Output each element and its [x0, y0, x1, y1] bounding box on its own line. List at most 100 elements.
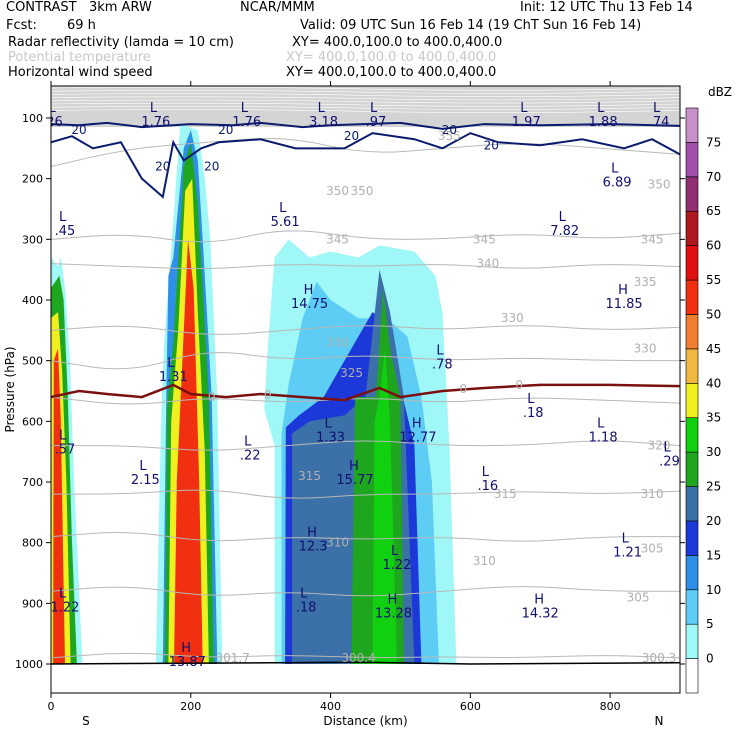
colorbar-swatch [685, 486, 699, 522]
extremum-value: .18 [523, 406, 544, 421]
colorbar-tick-label: 15 [706, 548, 721, 562]
theta-contour-label: 350 [648, 178, 671, 192]
field-xy-wind: XY= 400.0,100.0 to 400.0,400.0 [286, 65, 497, 80]
refl-cell-3-level-35 [372, 348, 397, 664]
ground-line [51, 661, 680, 665]
theta-contour-label: 345 [326, 232, 349, 246]
y-tick-label: 200 [22, 173, 43, 186]
extremum-value: 1.76 [141, 115, 170, 130]
extremum-value: 1.76 [232, 115, 261, 130]
extremum-value: .22 [240, 449, 261, 464]
extremum-marker: H [534, 592, 544, 607]
extremum-value: .18 [296, 600, 317, 615]
theta-contour [51, 586, 680, 597]
field-name-wind: Horizontal wind speed [8, 65, 153, 80]
extremum-value: 1.22 [51, 600, 80, 615]
wind-contour-label: 20 [204, 160, 219, 174]
extremum-marker: L [318, 101, 326, 116]
extremum-value: 13.87 [169, 655, 206, 670]
extremum-marker: L [167, 356, 175, 371]
theta-contour [51, 440, 680, 451]
theta-contour-label: 320 [648, 439, 671, 453]
extremum-value: .78 [432, 358, 453, 373]
colorbar-tick-label: 35 [706, 411, 721, 425]
extremum-marker: L [325, 416, 333, 431]
extremum-value: .29 [659, 455, 680, 470]
y-tick-label: 500 [22, 355, 43, 368]
colorbar-swatch [685, 589, 699, 625]
colorbar-unit: dBZ [708, 85, 732, 99]
fcst-label: Fcst: [6, 18, 37, 33]
extremum-value: .57 [55, 443, 76, 458]
theta-contour-label: 330 [501, 311, 524, 325]
extremum-marker: L [559, 210, 567, 225]
theta-contour [51, 96, 680, 101]
wind-speed-contour-20 [51, 132, 680, 199]
theta-contour-label: 340 [476, 257, 499, 271]
colorbar-tick-label: 0 [706, 652, 714, 666]
wind-speed-contour-20 [51, 121, 680, 130]
theta-contour [51, 90, 680, 94]
colorbar-tick-label: 40 [706, 376, 721, 390]
y-tick-label: 900 [22, 597, 43, 610]
theta-contour [51, 86, 680, 91]
theta-contour-label: 310 [641, 487, 664, 501]
theta-contour [51, 230, 680, 243]
extremum-marker: L [139, 459, 147, 474]
extremum-value: 1.21 [613, 546, 642, 561]
extremum-marker: L [279, 201, 287, 216]
y-tick-label: 800 [22, 537, 43, 550]
extremum-value: 1.22 [382, 558, 411, 573]
extremum-marker: L [436, 344, 444, 359]
extremum-marker: L [241, 101, 249, 116]
theta-contour-label: 335 [634, 275, 657, 289]
extremum-marker: L [482, 465, 490, 480]
theta-contour [51, 137, 680, 168]
extremum-marker: L [653, 101, 661, 116]
extremum-marker: L [59, 429, 67, 444]
theta-contour [51, 352, 680, 370]
extremum-value: 12.77 [399, 430, 436, 445]
plot-frame [50, 85, 681, 694]
colorbar-swatch [685, 279, 699, 315]
theta-contour-label: 350 [351, 184, 374, 198]
theta-contour-label: 315 [494, 487, 517, 501]
extremum-value: 15.77 [336, 473, 373, 488]
theta-contour-label: 345 [641, 232, 664, 246]
colorbar-tick-label: 60 [706, 239, 721, 253]
extremum-value: 3.18 [309, 115, 338, 130]
colorbar-swatch [685, 245, 699, 281]
extremum-marker: L [597, 101, 605, 116]
extremum-marker: L [370, 101, 378, 116]
colorbar-swatch [685, 623, 699, 659]
extremum-value: 5.61 [271, 215, 300, 230]
extremum-value: .97 [366, 115, 387, 130]
wind-contour-label: 20 [155, 160, 170, 174]
x-tick-label: 600 [460, 700, 481, 713]
x-end-label-south: S [82, 714, 90, 728]
theta-contour-label: 345 [473, 232, 496, 246]
colorbar-swatch [685, 520, 699, 556]
colorbar-tick-label: 70 [706, 170, 721, 184]
extremum-value: 14.32 [522, 606, 559, 621]
freezing-level-label: 0 [515, 378, 523, 392]
init-time: Init: 12 UTC Thu 13 Feb 14 [520, 0, 693, 15]
field-xy-reflectivity: XY= 400.0,100.0 to 400.0,400.0 [292, 35, 503, 50]
theta-contour [51, 109, 680, 113]
extremum-marker: H [412, 416, 422, 431]
colorbar-swatch [685, 142, 699, 178]
colorbar-swatch [685, 348, 699, 384]
extremum-value: .74 [649, 115, 670, 130]
colorbar-tick-label: 25 [706, 480, 721, 494]
colorbar-tick-label: 50 [706, 307, 721, 321]
field-name-theta: Potential temperature [8, 50, 151, 65]
extremum-value: 26 [46, 115, 63, 130]
fcst-value: 69 h [67, 18, 96, 33]
x-tick-label: 200 [180, 700, 201, 713]
x-tick-label: 800 [600, 700, 621, 713]
freezing-level-label: 0 [264, 388, 272, 402]
theta-contour [51, 106, 680, 110]
colorbar-swatch [685, 314, 699, 350]
extremum-marker: L [597, 416, 605, 431]
